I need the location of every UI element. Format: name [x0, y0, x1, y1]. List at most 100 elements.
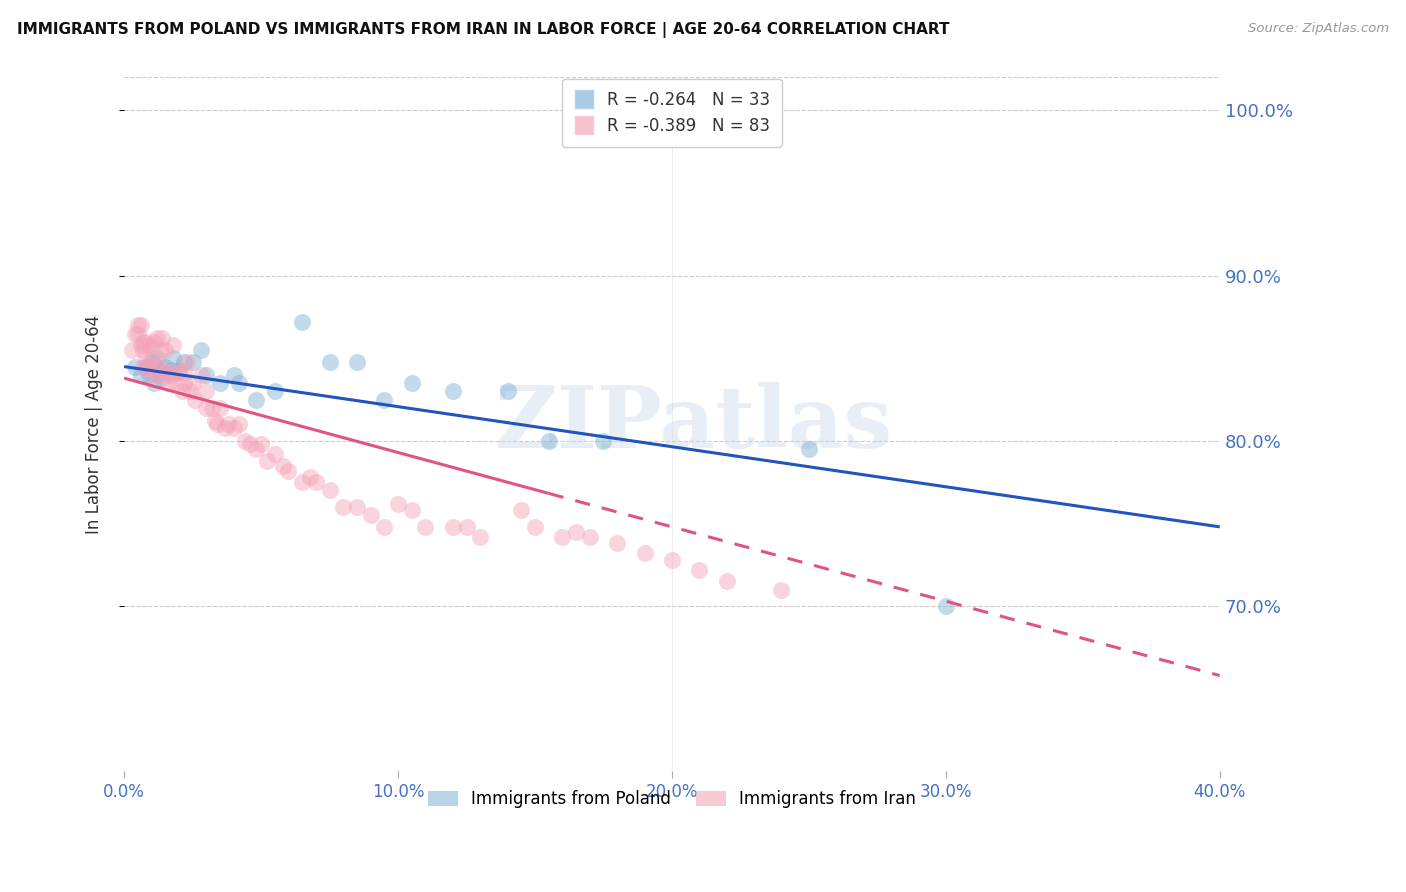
- Point: [176, 354, 198, 368]
- Point: [401, 376, 423, 390]
- Point: [149, 343, 172, 357]
- Point: [135, 359, 157, 374]
- Point: [271, 458, 294, 473]
- Point: [441, 384, 464, 399]
- Point: [162, 365, 184, 379]
- Point: [146, 331, 169, 345]
- Point: [179, 384, 201, 399]
- Point: [170, 384, 193, 399]
- Point: [129, 368, 152, 382]
- Point: [146, 359, 169, 374]
- Text: ZIPatlas: ZIPatlas: [495, 383, 893, 467]
- Point: [688, 563, 710, 577]
- Point: [797, 442, 820, 457]
- Point: [222, 368, 245, 382]
- Point: [146, 351, 169, 366]
- Point: [181, 376, 204, 390]
- Point: [141, 354, 163, 368]
- Point: [245, 392, 267, 407]
- Point: [770, 582, 793, 597]
- Point: [138, 359, 160, 374]
- Point: [565, 524, 588, 539]
- Point: [360, 508, 382, 523]
- Point: [159, 368, 181, 382]
- Point: [318, 354, 340, 368]
- Point: [228, 376, 250, 390]
- Point: [217, 417, 239, 432]
- Point: [551, 530, 574, 544]
- Point: [633, 546, 655, 560]
- Point: [167, 365, 190, 379]
- Point: [173, 365, 195, 379]
- Point: [606, 536, 628, 550]
- Point: [592, 434, 614, 448]
- Point: [152, 371, 174, 385]
- Point: [277, 464, 299, 478]
- Point: [190, 343, 212, 357]
- Legend: Immigrants from Poland, Immigrants from Iran: Immigrants from Poland, Immigrants from …: [420, 784, 922, 815]
- Point: [149, 365, 172, 379]
- Point: [233, 434, 256, 448]
- Point: [214, 421, 236, 435]
- Point: [141, 365, 163, 379]
- Point: [156, 376, 179, 390]
- Point: [510, 503, 533, 517]
- Point: [256, 454, 278, 468]
- Point: [228, 417, 250, 432]
- Point: [470, 530, 492, 544]
- Point: [143, 334, 166, 349]
- Point: [184, 392, 207, 407]
- Point: [523, 520, 546, 534]
- Point: [204, 414, 226, 428]
- Point: [173, 376, 195, 390]
- Point: [127, 326, 149, 341]
- Point: [387, 497, 409, 511]
- Point: [195, 368, 218, 382]
- Point: [263, 447, 285, 461]
- Point: [537, 434, 560, 448]
- Point: [346, 500, 368, 514]
- Point: [291, 475, 314, 490]
- Point: [141, 351, 163, 366]
- Point: [159, 363, 181, 377]
- Point: [373, 520, 395, 534]
- Point: [346, 354, 368, 368]
- Point: [190, 368, 212, 382]
- Point: [208, 401, 231, 415]
- Point: [143, 376, 166, 390]
- Point: [121, 343, 143, 357]
- Text: IMMIGRANTS FROM POLAND VS IMMIGRANTS FROM IRAN IN LABOR FORCE | AGE 20-64 CORREL: IMMIGRANTS FROM POLAND VS IMMIGRANTS FRO…: [17, 22, 949, 38]
- Y-axis label: In Labor Force | Age 20-64: In Labor Force | Age 20-64: [86, 315, 103, 534]
- Point: [716, 574, 738, 589]
- Point: [318, 483, 340, 498]
- Point: [132, 343, 155, 357]
- Point: [415, 520, 437, 534]
- Point: [195, 384, 218, 399]
- Point: [661, 553, 683, 567]
- Point: [124, 359, 146, 374]
- Point: [299, 470, 322, 484]
- Point: [305, 475, 328, 490]
- Point: [143, 368, 166, 382]
- Point: [201, 401, 224, 415]
- Point: [155, 365, 177, 379]
- Point: [138, 368, 160, 382]
- Point: [263, 384, 285, 399]
- Point: [162, 351, 184, 366]
- Point: [250, 437, 273, 451]
- Point: [152, 331, 174, 345]
- Point: [129, 338, 152, 352]
- Point: [239, 437, 262, 451]
- Point: [181, 354, 204, 368]
- Point: [127, 318, 149, 333]
- Point: [155, 359, 177, 374]
- Point: [165, 376, 187, 390]
- Point: [578, 530, 600, 544]
- Point: [496, 384, 519, 399]
- Point: [935, 599, 957, 614]
- Point: [208, 376, 231, 390]
- Point: [173, 354, 195, 368]
- Point: [129, 318, 152, 333]
- Point: [401, 503, 423, 517]
- Point: [132, 359, 155, 374]
